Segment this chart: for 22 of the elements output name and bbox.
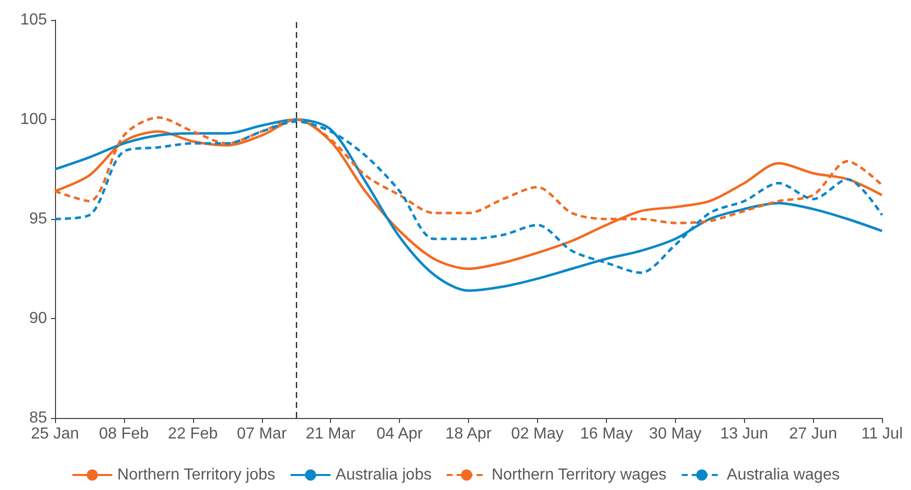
x-tick-label: 02 May bbox=[511, 426, 564, 442]
x-tick-label: 16 May bbox=[580, 426, 633, 442]
legend-label: Australia wages bbox=[726, 466, 840, 484]
x-tick-label: 11 Jul bbox=[861, 426, 903, 442]
x-tick-label: 07 Mar bbox=[236, 426, 288, 442]
x-tick-label: 27 Jun bbox=[789, 426, 838, 442]
x-tick-label: 22 Feb bbox=[168, 426, 218, 442]
y-tick-label: 95 bbox=[29, 210, 48, 228]
legend-label: Northern Territory wages bbox=[492, 466, 666, 484]
x-tick-label: 30 May bbox=[649, 426, 702, 442]
y-tick-label: 90 bbox=[29, 310, 48, 327]
legend-label: Australia jobs bbox=[336, 466, 432, 484]
x-tick-label: 21 Mar bbox=[306, 426, 356, 442]
y-tick-label: 85 bbox=[29, 410, 48, 426]
x-tick-label: 04 Apr bbox=[376, 426, 424, 442]
x-tick-label: 08 Feb bbox=[99, 426, 149, 442]
y-tick-label: 100 bbox=[20, 111, 48, 128]
x-tick-label: 25 Jan bbox=[30, 426, 80, 442]
legend-label: Northern Territory jobs bbox=[117, 466, 276, 484]
x-tick-label: 13 Jun bbox=[720, 426, 768, 442]
y-tick-label: 105 bbox=[20, 12, 48, 28]
x-tick-label: 18 Apr bbox=[445, 426, 492, 442]
